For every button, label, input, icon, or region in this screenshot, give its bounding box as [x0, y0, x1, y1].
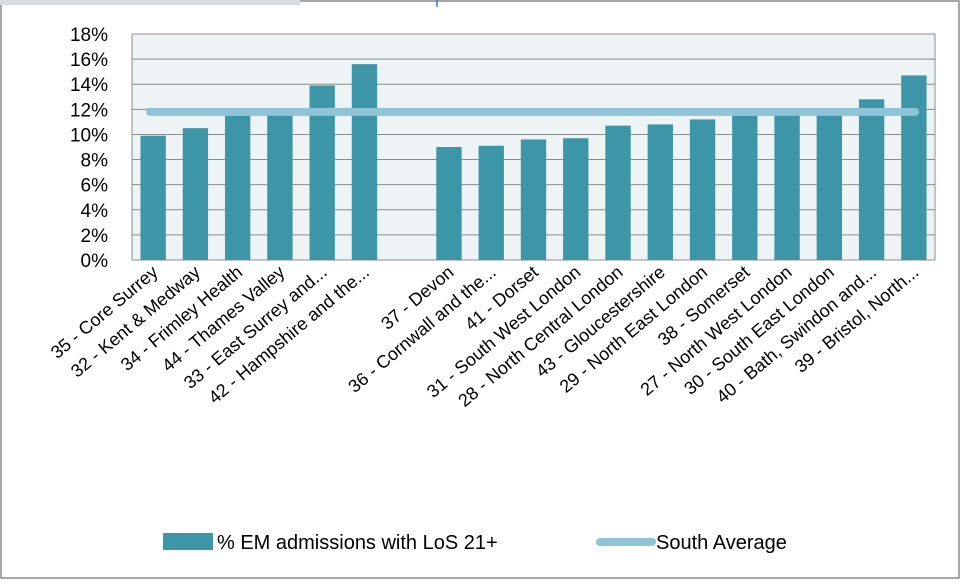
y-tick-label: 4% [81, 201, 109, 222]
y-tick-label: 10% [70, 125, 108, 146]
bar [774, 114, 800, 260]
legend-swatch-bar [163, 533, 213, 550]
bar [478, 145, 504, 260]
bar [267, 114, 293, 260]
legend-label-bar: % EM admissions with LoS 21+ [217, 532, 498, 554]
bar [732, 115, 758, 260]
bar [182, 128, 209, 260]
bar [140, 135, 166, 260]
bar [647, 124, 673, 261]
bar [901, 75, 927, 260]
y-tick-label: 14% [70, 75, 108, 96]
top-strip [0, 0, 300, 5]
bar-series [140, 64, 927, 261]
bar [858, 99, 885, 261]
bar [816, 113, 843, 260]
bar [689, 119, 716, 260]
y-tick-label: 16% [70, 50, 108, 71]
y-tick-label: 12% [70, 100, 108, 121]
bar [351, 64, 378, 260]
y-tick-label: 6% [81, 176, 109, 197]
bar [563, 138, 589, 260]
bar [520, 139, 547, 260]
bar [436, 147, 462, 260]
y-tick-label: 2% [81, 226, 109, 247]
y-tick-label: 8% [81, 151, 109, 172]
bar [605, 125, 631, 261]
y-tick-label: 18% [70, 25, 108, 46]
bar [224, 115, 251, 260]
y-tick-label: 0% [81, 251, 109, 272]
legend-label-line: South Average [656, 532, 787, 554]
legend: % EM admissions with LoS 21+ South Avera… [163, 532, 787, 554]
